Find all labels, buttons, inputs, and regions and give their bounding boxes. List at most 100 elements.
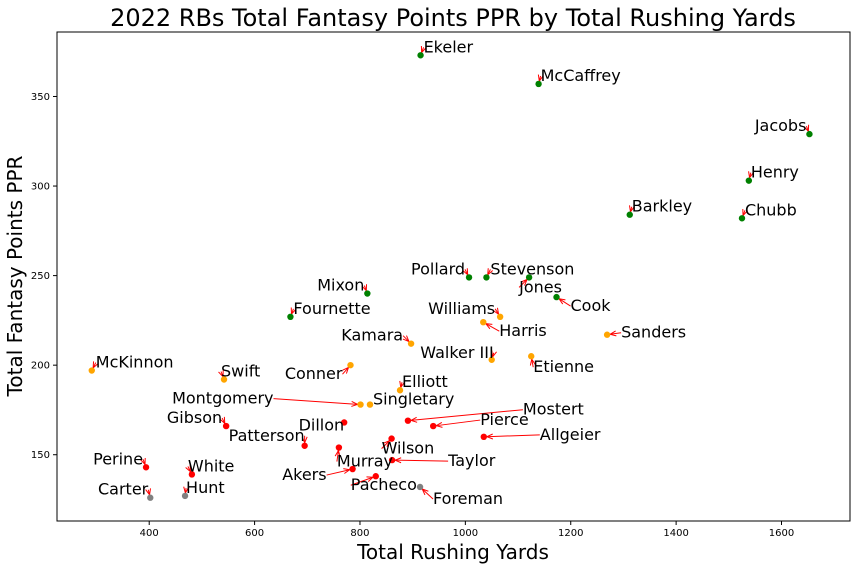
- point-label: Hunt: [186, 478, 225, 497]
- y-tick-label: 350: [31, 92, 50, 103]
- data-point: [88, 367, 95, 374]
- annotation-arrowhead: [609, 330, 617, 337]
- data-point: [366, 401, 374, 408]
- data-point: [347, 361, 354, 369]
- data-point: [349, 465, 356, 473]
- axis-ticks: 400 600 800 1000 1200 1400 1600 150 200 250 300 350: [31, 92, 794, 539]
- y-tick-label: 250: [31, 271, 50, 282]
- chart-title: 2022 RBs Total Fantasy Points PPR by Tot…: [110, 4, 796, 32]
- point-label: Conner: [285, 364, 343, 383]
- annotation-arrowhead: [485, 323, 493, 330]
- annotation-arrowhead: [290, 307, 297, 315]
- annotation-arrowhead: [361, 284, 368, 292]
- annotation-arrow: [336, 450, 339, 462]
- x-tick-label: 800: [350, 528, 369, 539]
- annotation-arrowhead: [487, 268, 494, 276]
- y-axis-label: Total Fantasy Points PPR: [3, 155, 27, 397]
- annotation-arrow: [326, 469, 350, 476]
- point-label: Akers: [282, 465, 326, 484]
- point-label: Kamara: [341, 326, 403, 345]
- data-point: [340, 419, 348, 426]
- point-label: Ekeler: [424, 37, 474, 56]
- x-tick-label: 400: [140, 528, 159, 539]
- data-point: [188, 471, 196, 478]
- y-tick-label: 200: [31, 361, 50, 372]
- data-point: [417, 52, 424, 59]
- annotation-arrow: [350, 476, 374, 486]
- point-label: Jacobs: [754, 116, 807, 135]
- data-point: [738, 215, 746, 222]
- annotation-arrow: [402, 335, 410, 342]
- data-point: [335, 444, 343, 451]
- x-tick-label: 600: [245, 528, 264, 539]
- annotation-arrow: [273, 398, 358, 405]
- data-point: [404, 417, 412, 424]
- point-label: Dillon: [299, 415, 345, 434]
- data-point: [745, 177, 753, 184]
- data-point: [287, 313, 294, 321]
- point-label: Stevenson: [490, 259, 574, 278]
- annotation-arrowhead: [803, 124, 810, 132]
- data-point: [388, 435, 395, 442]
- point-label: Elliott: [402, 372, 448, 391]
- annotation-arrowhead: [366, 476, 374, 482]
- point-label: Foreman: [433, 489, 503, 508]
- x-tick-label: 1000: [453, 528, 478, 539]
- annotation-arrowhead: [410, 416, 418, 423]
- plot-frame: [56, 31, 851, 522]
- point-label: Perine: [93, 449, 143, 468]
- point-label: McCaffrey: [541, 66, 621, 85]
- point-label: Carter: [98, 480, 149, 499]
- annotation-arrow: [518, 279, 528, 288]
- point-label: McKinnon: [96, 353, 174, 372]
- annotation-arrow: [410, 409, 523, 421]
- annotation-arrowhead: [421, 488, 429, 496]
- annotation-arrowhead: [491, 350, 497, 358]
- annotation-arrowhead: [629, 205, 635, 213]
- data-point: [535, 80, 542, 88]
- data-point: [553, 293, 560, 301]
- data-point: [407, 340, 415, 347]
- data-point: [416, 483, 424, 491]
- x-tick-label: 1200: [558, 528, 583, 539]
- annotation-arrowhead: [486, 433, 494, 440]
- annotation-arrowhead: [218, 370, 224, 378]
- x-axis-label: Total Rushing Yards: [356, 540, 549, 564]
- annotation-arrow: [342, 367, 349, 375]
- annotation-arrowhead: [185, 465, 192, 473]
- data-point: [480, 318, 487, 326]
- annotation-arrow: [609, 332, 622, 335]
- annotation-arrow: [395, 459, 449, 462]
- annotation-arrowhead: [420, 45, 427, 53]
- annotation-arrow: [381, 440, 390, 449]
- point-label: Walker III: [420, 343, 493, 362]
- y-tick-label: 150: [31, 450, 50, 461]
- annotation-arrowhead: [145, 488, 152, 496]
- x-tick-label: 1400: [663, 528, 688, 539]
- data-point: [806, 130, 813, 138]
- data-point: [364, 290, 371, 297]
- annotation-arrowhead: [383, 440, 390, 447]
- annotation-arrowhead: [183, 486, 190, 494]
- data-point: [483, 274, 490, 281]
- annotation-arrowhead: [742, 208, 748, 216]
- annotation-arrowhead: [529, 358, 536, 366]
- annotation-arrowhead: [537, 74, 544, 82]
- annotation-arrow: [558, 298, 571, 307]
- annotation-arrowhead: [558, 298, 566, 305]
- point-label: Jones: [518, 277, 562, 296]
- annotation-arrow: [486, 434, 540, 438]
- annotation-arrowhead: [402, 335, 410, 343]
- point-label: Mixon: [317, 276, 364, 295]
- point-label: Etienne: [533, 357, 594, 376]
- data-point: [372, 473, 379, 480]
- data-point: [222, 422, 230, 430]
- y-tick-label: 300: [31, 182, 50, 193]
- data-point: [396, 387, 404, 394]
- annotation-arrowhead: [92, 361, 99, 369]
- point-label: Murray: [337, 452, 393, 471]
- point-label: White: [188, 456, 235, 475]
- point-label: Wilson: [382, 439, 435, 458]
- data-point: [480, 433, 487, 441]
- annotation-arrowhead: [342, 366, 349, 374]
